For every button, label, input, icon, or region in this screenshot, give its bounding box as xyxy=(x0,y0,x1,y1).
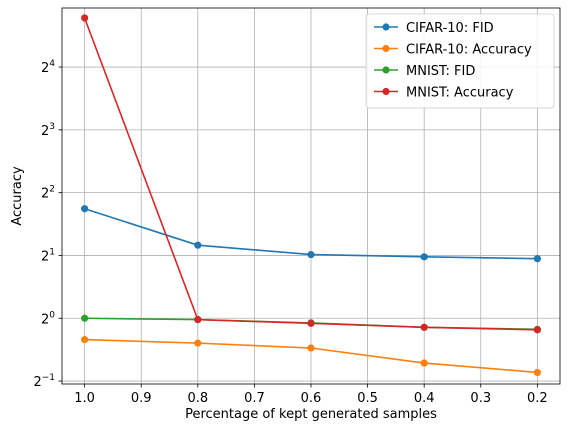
data-point xyxy=(307,250,315,259)
legend-label: CIFAR-10: Accuracy xyxy=(406,43,532,58)
data-point xyxy=(194,339,202,347)
y-tick-base: 2 xyxy=(33,375,41,390)
series-1 xyxy=(81,336,541,377)
data-point xyxy=(533,255,541,263)
y-tick-exponent: 3 xyxy=(49,122,55,132)
y-tick-base: 2 xyxy=(41,187,49,202)
legend-swatch-marker xyxy=(382,66,390,74)
x-axis: 1.0 0.9 0.8 0.7 0.6 0.5 0.4 0.3 0.2 xyxy=(74,384,548,406)
y-tick-exponent: −1 xyxy=(42,373,55,383)
legend-label: MNIST: Accuracy xyxy=(406,86,514,101)
x-tick-label: 0.6 xyxy=(301,391,322,406)
series-layer xyxy=(81,14,541,377)
y-tick-label: 24 xyxy=(41,59,55,76)
y-tick-label: 21 xyxy=(41,247,55,264)
data-point xyxy=(81,336,89,344)
x-tick-label: 0.9 xyxy=(131,391,152,406)
y-tick-base: 2 xyxy=(41,61,49,76)
x-tick-label: 0.5 xyxy=(357,391,378,406)
x-axis-label: Percentage of kept generated samples xyxy=(185,407,437,422)
data-point xyxy=(81,14,89,22)
legend-swatch-marker xyxy=(382,87,390,96)
y-tick-base: 2 xyxy=(41,124,49,139)
y-tick-exponent: 1 xyxy=(49,247,55,257)
legend-item: CIFAR-10: FID xyxy=(374,21,494,36)
data-point xyxy=(194,241,202,249)
data-point xyxy=(420,323,428,331)
data-point xyxy=(533,368,541,377)
y-tick-base: 2 xyxy=(41,312,49,327)
series-3 xyxy=(81,14,541,334)
legend-swatch-marker xyxy=(382,44,390,53)
data-point xyxy=(81,314,89,322)
legend-swatch-marker xyxy=(382,23,390,31)
data-point xyxy=(307,344,315,352)
data-point xyxy=(194,316,202,324)
legend-label: CIFAR-10: FID xyxy=(406,21,494,36)
legend-item: MNIST: Accuracy xyxy=(374,86,514,101)
data-point xyxy=(420,359,428,367)
x-tick-label: 1.0 xyxy=(74,391,95,406)
x-tick-label: 0.7 xyxy=(244,391,265,406)
y-tick-exponent: 0 xyxy=(49,310,55,320)
y-axis-label: Accuracy xyxy=(10,166,25,226)
data-point xyxy=(420,253,428,261)
y-tick-exponent: 4 xyxy=(49,59,55,69)
data-point xyxy=(81,205,89,213)
data-point xyxy=(307,319,315,327)
y-tick-label: 20 xyxy=(41,310,55,327)
legend-item: MNIST: FID xyxy=(374,64,475,79)
x-tick-label: 0.3 xyxy=(470,391,491,406)
x-tick-label: 0.8 xyxy=(187,391,208,406)
x-tick-label: 0.4 xyxy=(414,391,435,406)
y-tick-exponent: 2 xyxy=(49,185,55,195)
legend-item: CIFAR-10: Accuracy xyxy=(374,43,532,58)
legend-label: MNIST: FID xyxy=(406,64,475,79)
y-tick-label: 23 xyxy=(41,122,55,139)
data-point xyxy=(533,326,541,334)
series-0 xyxy=(81,205,541,263)
legend-box xyxy=(365,13,555,109)
y-tick-label: 2−1 xyxy=(33,373,55,390)
x-tick-label: 0.2 xyxy=(527,391,548,406)
legend: CIFAR-10: FID CIFAR-10: Accuracy MNIST: FI… xyxy=(365,13,555,109)
y-tick-base: 2 xyxy=(41,249,49,264)
y-tick-label: 22 xyxy=(41,185,55,202)
